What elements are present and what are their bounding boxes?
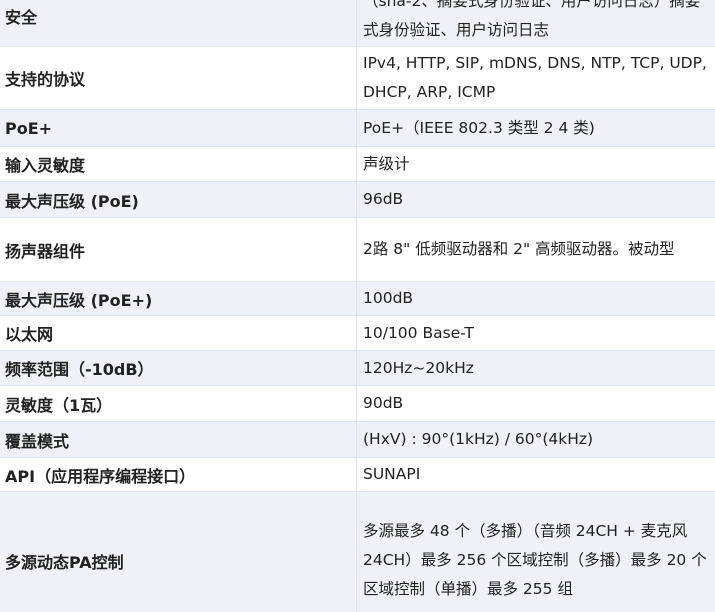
spec-label: 多源动态PA控制 [0, 492, 357, 612]
spec-label: 最大声压级 (PoE+) [0, 282, 357, 315]
spec-label: 支持的协议 [0, 47, 357, 109]
label-text: 安全 [5, 8, 38, 27]
spec-label: 输入灵敏度 [0, 147, 357, 181]
spec-value: PoE+（IEEE 802.3 类型 2 4 类) [357, 110, 715, 146]
spec-label: 最大声压级 (PoE) [0, 182, 357, 217]
spec-value: 100dB [357, 282, 715, 315]
value-text: 100dB [363, 289, 414, 307]
spec-value: 120Hz~20kHz [357, 351, 715, 385]
label-text: 以太网 [5, 325, 54, 344]
spec-value: 2路 8" 低频驱动器和 2" 高频驱动器。被动型 [357, 218, 715, 281]
spec-value: （sha-2、摘要式身份验证、用户访问日志）摘要式身份验证、用户访问日志 [357, 0, 715, 46]
label-text: 覆盖模式 [5, 431, 70, 451]
table-row: 灵敏度（1瓦） 90dB [0, 386, 715, 422]
spec-label: 频率范围（-10dB） [0, 351, 357, 385]
value-text: IPv4, HTTP, SIP, mDNS, DNS, NTP, TCP, UD… [363, 54, 707, 101]
table-row: 最大声压级 (PoE) 96dB [0, 182, 715, 218]
spec-value: 10/100 Base-T [357, 316, 715, 350]
table-row: 频率范围（-10dB） 120Hz~20kHz [0, 351, 715, 386]
table-row: 扬声器组件 2路 8" 低频驱动器和 2" 高频驱动器。被动型 [0, 218, 715, 282]
spec-value: 多源最多 48 个（多播）（音频 24CH + 麦克风 24CH）最多 256 … [357, 492, 715, 612]
spec-value: 96dB [357, 182, 715, 217]
label-text: 多源动态PA控制 [5, 552, 124, 572]
spec-label: 以太网 [0, 316, 357, 350]
table-row: API（应用程序编程接口） SUNAPI [0, 458, 715, 492]
value-text: 多源最多 48 个（多播）（音频 24CH + 麦克风 24CH）最多 256 … [363, 522, 707, 598]
table-row: PoE+ PoE+（IEEE 802.3 类型 2 4 类) [0, 110, 715, 147]
value-text: 96dB [363, 190, 404, 208]
label-text: 扬声器组件 [5, 241, 86, 261]
label-text: 输入灵敏度 [5, 156, 86, 175]
value-text: SUNAPI [363, 465, 421, 483]
spec-value: SUNAPI [357, 458, 715, 491]
table-row: 覆盖模式 (HxV) : 90°(1kHz) / 60°(4kHz) [0, 422, 715, 458]
label-text: 最大声压级 (PoE) [5, 191, 139, 211]
value-text: 90dB [363, 394, 404, 412]
spec-label: PoE+ [0, 110, 357, 146]
value-text: (HxV) : 90°(1kHz) / 60°(4kHz) [363, 430, 594, 448]
spec-label: 灵敏度（1瓦） [0, 386, 357, 421]
table-row: 多源动态PA控制 多源最多 48 个（多播）（音频 24CH + 麦克风 24CH… [0, 492, 715, 612]
spec-value: 声级计 [357, 147, 715, 181]
value-text: 120Hz~20kHz [363, 358, 474, 377]
table-row: 安全 （sha-2、摘要式身份验证、用户访问日志）摘要式身份验证、用户访问日志 [0, 0, 715, 47]
spec-value: (HxV) : 90°(1kHz) / 60°(4kHz) [357, 422, 715, 457]
table-row: 支持的协议 IPv4, HTTP, SIP, mDNS, DNS, NTP, TC… [0, 47, 715, 110]
table-row: 输入灵敏度 声级计 [0, 147, 715, 182]
label-text: PoE+ [5, 118, 53, 138]
spec-value: 90dB [357, 386, 715, 421]
table-row: 最大声压级 (PoE+) 100dB [0, 282, 715, 316]
label-text: 频率范围（-10dB） [5, 360, 154, 379]
spec-value: IPv4, HTTP, SIP, mDNS, DNS, NTP, TCP, UD… [357, 47, 715, 109]
label-text: API（应用程序编程接口） [5, 466, 196, 486]
spec-label: 覆盖模式 [0, 422, 357, 457]
label-text: 最大声压级 (PoE+) [5, 290, 153, 310]
spec-label: 安全 [0, 0, 357, 46]
spec-label: 扬声器组件 [0, 218, 357, 281]
spec-label: API（应用程序编程接口） [0, 458, 357, 491]
value-text: 2路 8" 低频驱动器和 2" 高频驱动器。被动型 [363, 240, 675, 258]
value-text: （sha-2、摘要式身份验证、用户访问日志）摘要式身份验证、用户访问日志 [363, 0, 701, 39]
value-text: PoE+（IEEE 802.3 类型 2 4 类) [363, 118, 595, 137]
table-row: 以太网 10/100 Base-T [0, 316, 715, 351]
value-text: 声级计 [363, 154, 410, 173]
label-text: 灵敏度（1瓦） [5, 395, 113, 415]
value-text: 10/100 Base-T [363, 323, 474, 342]
label-text: 支持的协议 [5, 70, 86, 89]
